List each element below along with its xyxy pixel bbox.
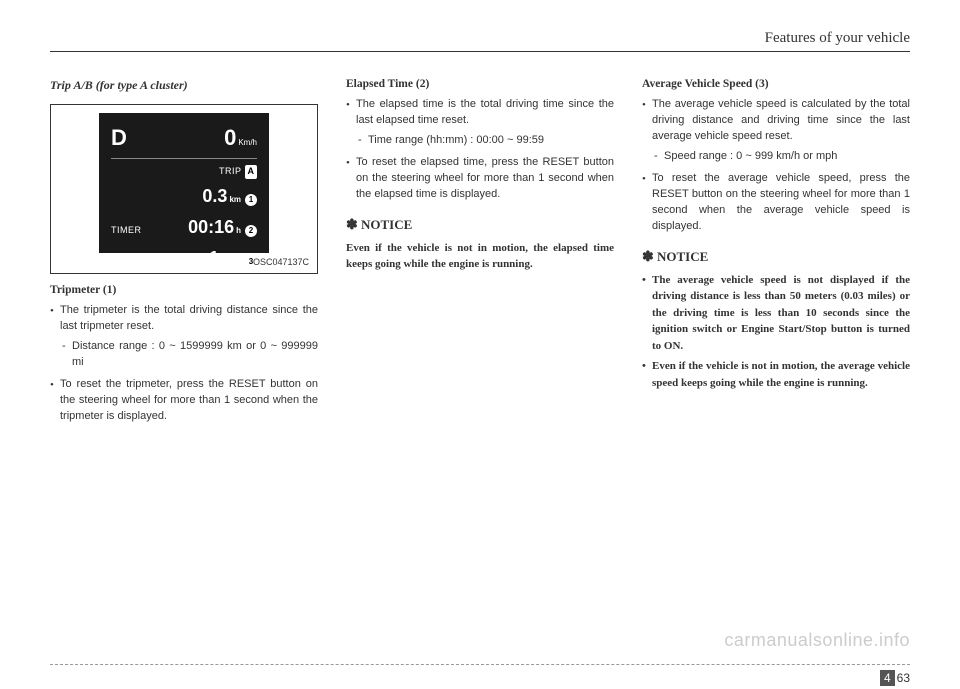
chapter-num: 4 <box>880 670 895 686</box>
trip-unit: km <box>229 194 241 206</box>
trip-subtitle: Trip A/B (for type A cluster) <box>50 76 318 94</box>
bullet-dot: • <box>642 97 652 165</box>
figure-caption: OSC047137C <box>253 256 309 270</box>
elapsed-title: Elapsed Time (2) <box>346 76 614 93</box>
sub-dash: - <box>62 339 72 371</box>
avg-speed-title: Average Vehicle Speed (3) <box>642 76 910 93</box>
page-num-value: 63 <box>897 671 910 685</box>
notice-title-2: ✽ NOTICE <box>346 215 614 236</box>
column-2: Elapsed Time (2) • The elapsed time is t… <box>346 76 614 431</box>
column-3: Average Vehicle Speed (3) • The average … <box>642 76 910 431</box>
page-number: 463 <box>880 671 910 685</box>
marker-1: 1 <box>245 194 257 206</box>
content-columns: Trip A/B (for type A cluster) D 0Km/h TR… <box>50 76 910 431</box>
page-footer: 463 <box>50 664 910 669</box>
timer-unit: h <box>236 225 241 237</box>
marker-2: 2 <box>245 225 257 237</box>
notice-bullet-dot: • <box>642 272 652 355</box>
avg-bullet2: To reset the average vehicle speed, pres… <box>652 171 910 235</box>
notice-body-2: Even if the vehicle is not in motion, th… <box>346 240 614 273</box>
elapsed-sub1: Time range (hh:mm) : 00:00 ~ 99:59 <box>368 133 544 149</box>
bullet-dot: • <box>642 171 652 235</box>
avg-bullet1: The average vehicle speed is calculated … <box>652 98 910 142</box>
tripmeter-bullet2: To reset the tripmeter, press the RESET … <box>60 377 318 425</box>
timer-value: 00:16 <box>188 214 234 241</box>
column-1: Trip A/B (for type A cluster) D 0Km/h TR… <box>50 76 318 431</box>
page-header: Features of your vehicle <box>50 30 910 52</box>
trip-label: TRIP <box>219 165 242 179</box>
avg-value: 1 <box>209 245 219 272</box>
bullet-dot: • <box>50 377 60 425</box>
lcd-speed: 0 <box>224 125 236 150</box>
watermark: carmanualsonline.info <box>724 630 910 651</box>
trip-badge: A <box>245 165 258 179</box>
tripmeter-title: Tripmeter (1) <box>50 282 318 299</box>
tripmeter-bullet1: The tripmeter is the total driving dista… <box>60 304 318 332</box>
elapsed-bullet2: To reset the elapsed time, press the RES… <box>356 155 614 203</box>
notice-bullet1: The average vehicle speed is not display… <box>652 272 910 355</box>
notice-bullet2: Even if the vehicle is not in motion, th… <box>652 358 910 391</box>
lcd-speed-unit: Km/h <box>238 138 257 147</box>
bullet-dot: • <box>346 97 356 149</box>
avg-unit: Km/h <box>221 256 241 268</box>
lcd-gear: D <box>111 121 127 154</box>
bullet-dot: • <box>346 155 356 203</box>
notice-bullet-dot: • <box>642 358 652 391</box>
trip-value: 0.3 <box>202 183 227 210</box>
elapsed-bullet1: The elapsed time is the total driving ti… <box>356 98 614 126</box>
avg-sub1: Speed range : 0 ~ 999 km/h or mph <box>664 149 837 165</box>
sub-dash: - <box>358 133 368 149</box>
notice-title-3: ✽ NOTICE <box>642 247 910 268</box>
lcd-figure: D 0Km/h TRIPA 0.3km1 TIMER 00:16h2 <box>50 104 318 274</box>
avg-label: AVG. <box>111 255 134 269</box>
tripmeter-sub1: Distance range : 0 ~ 1599999 km or 0 ~ 9… <box>72 339 318 371</box>
sub-dash: - <box>654 149 664 165</box>
lcd-display: D 0Km/h TRIPA 0.3km 1 TIMER 00:16h2 <box>99 113 269 253</box>
timer-label: TIMER <box>111 224 142 238</box>
bullet-dot: • <box>50 303 60 371</box>
